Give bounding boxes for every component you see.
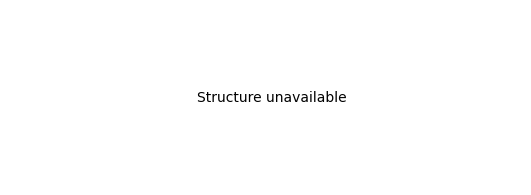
Text: Structure unavailable: Structure unavailable xyxy=(198,91,347,105)
